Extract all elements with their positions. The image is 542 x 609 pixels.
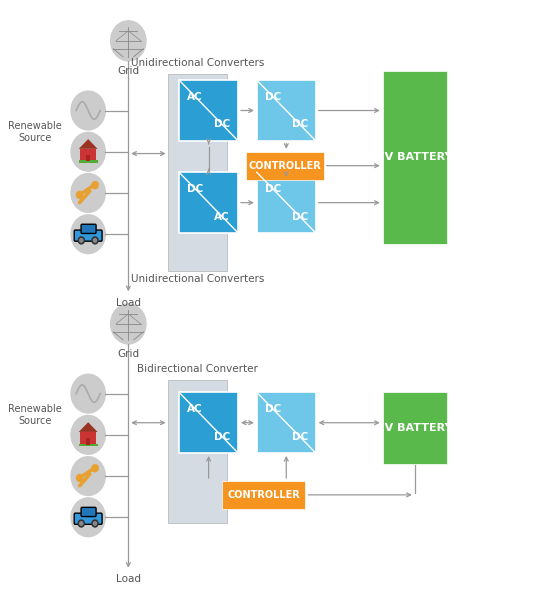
- Circle shape: [92, 237, 98, 244]
- Text: DC: DC: [187, 184, 203, 194]
- Text: DC: DC: [264, 184, 281, 194]
- Bar: [79, 160, 98, 163]
- Bar: [246, 152, 324, 180]
- Circle shape: [71, 498, 105, 537]
- Text: EV BATTERY: EV BATTERY: [377, 152, 453, 163]
- Text: Grid: Grid: [117, 350, 139, 359]
- FancyBboxPatch shape: [81, 224, 96, 233]
- Bar: [86, 438, 90, 445]
- Text: Bidirectional Converter: Bidirectional Converter: [138, 364, 259, 374]
- Text: AC: AC: [188, 404, 203, 414]
- Circle shape: [111, 304, 146, 344]
- Bar: [179, 392, 238, 453]
- Text: AC: AC: [215, 211, 230, 222]
- Text: Renewable
Source: Renewable Source: [8, 121, 61, 143]
- Circle shape: [71, 215, 105, 253]
- Bar: [79, 443, 98, 446]
- Bar: [179, 80, 238, 141]
- Circle shape: [76, 474, 83, 482]
- Text: DC: DC: [214, 432, 230, 442]
- Bar: [169, 380, 228, 523]
- Circle shape: [80, 522, 83, 525]
- Circle shape: [71, 415, 105, 454]
- Circle shape: [71, 174, 105, 213]
- Bar: [86, 155, 90, 161]
- Text: DC: DC: [264, 404, 281, 414]
- Bar: [80, 432, 96, 445]
- Text: DC: DC: [292, 211, 308, 222]
- Circle shape: [78, 237, 85, 244]
- Circle shape: [78, 520, 85, 527]
- Bar: [383, 392, 447, 464]
- Text: DC: DC: [214, 119, 230, 130]
- Circle shape: [92, 465, 98, 472]
- Circle shape: [93, 239, 96, 242]
- Circle shape: [71, 91, 105, 130]
- Bar: [257, 392, 316, 453]
- FancyBboxPatch shape: [81, 507, 96, 516]
- Circle shape: [80, 239, 83, 242]
- Polygon shape: [79, 139, 98, 149]
- Bar: [80, 149, 96, 161]
- Text: DC: DC: [264, 91, 281, 102]
- Text: CONTROLLER: CONTROLLER: [227, 490, 300, 500]
- Bar: [257, 80, 316, 141]
- Circle shape: [71, 374, 105, 413]
- Text: Unidirectional Converters: Unidirectional Converters: [131, 274, 264, 284]
- Circle shape: [92, 181, 98, 189]
- Bar: [179, 172, 238, 233]
- Bar: [169, 74, 228, 271]
- Bar: [257, 172, 316, 233]
- Bar: [222, 481, 305, 509]
- Text: AC: AC: [188, 91, 203, 102]
- Text: CONTROLLER: CONTROLLER: [249, 161, 321, 171]
- FancyBboxPatch shape: [74, 230, 102, 241]
- Text: Grid: Grid: [117, 66, 139, 76]
- Circle shape: [92, 520, 98, 527]
- Polygon shape: [79, 422, 98, 432]
- Circle shape: [71, 457, 105, 496]
- Text: DC: DC: [292, 432, 308, 442]
- Bar: [383, 71, 447, 244]
- Circle shape: [111, 21, 146, 61]
- Text: Renewable
Source: Renewable Source: [8, 404, 61, 426]
- Text: Unidirectional Converters: Unidirectional Converters: [131, 58, 264, 68]
- Text: EV BATTERY: EV BATTERY: [377, 423, 453, 433]
- Text: Load: Load: [116, 298, 141, 308]
- Circle shape: [93, 522, 96, 525]
- Circle shape: [71, 132, 105, 171]
- Text: Load: Load: [116, 574, 141, 583]
- Text: DC: DC: [292, 119, 308, 130]
- FancyBboxPatch shape: [74, 513, 102, 524]
- Circle shape: [76, 191, 83, 199]
